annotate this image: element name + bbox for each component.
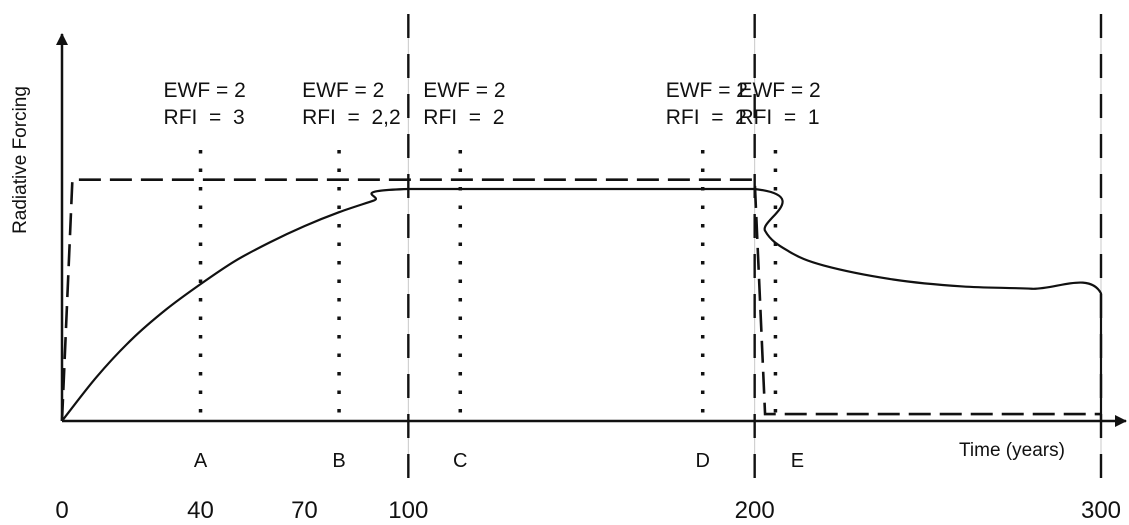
marker-label-c: C [453, 450, 467, 472]
annotation-ewf: EWF = 2 [738, 79, 820, 102]
annotation-rfi: RFI = 1 [738, 106, 819, 129]
x-axis-title: Time (years) [959, 440, 1065, 461]
y-axis-title: Radiative Forcing [10, 86, 31, 234]
marker-label-d: D [695, 450, 709, 472]
marker-label-e: E [791, 450, 804, 472]
annotation-ewf: EWF = 2 [423, 79, 505, 102]
marker-letters: A B C D E [194, 450, 804, 472]
series-lines [60, 178, 1103, 422]
x-tick-labels: 0 40 70 100 200 300 [55, 497, 1121, 524]
x-tick-label: 0 [55, 497, 68, 524]
x-tick-label: 100 [388, 497, 428, 524]
annotation-rfi: RFI = 3 [164, 106, 245, 129]
annotations: EWF = 2 RFI = 3 EWF = 2 RFI = 2,2 EWF = 2 RFI… [164, 79, 821, 129]
series-dashed-line [60, 178, 1101, 422]
dotted-markers [198, 150, 778, 421]
x-tick-label: 200 [735, 497, 775, 524]
x-tick-label: 70 [291, 497, 318, 524]
annotation-ewf: EWF = 2 [164, 79, 246, 102]
series-solid-line [61, 187, 1103, 422]
annotation-rfi: RFI = 2,2 [302, 106, 401, 129]
annotation-rfi: RFI = 2 [423, 106, 504, 129]
annotation-rfi: RFI = 2 [666, 106, 747, 129]
marker-label-a: A [194, 450, 208, 472]
x-tick-label: 300 [1081, 497, 1121, 524]
annotation-ewf: EWF = 2 [666, 79, 748, 102]
x-tick-label: 40 [187, 497, 214, 524]
marker-label-b: B [332, 450, 345, 472]
annotation-ewf: EWF = 2 [302, 79, 384, 102]
